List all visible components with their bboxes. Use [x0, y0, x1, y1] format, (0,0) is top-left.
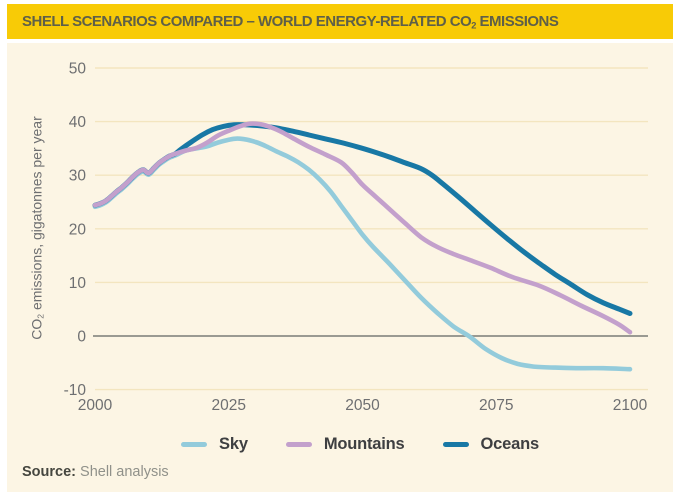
title-banner: SHELL SCENARIOS COMPARED – WORLD ENERGY-…	[7, 4, 673, 39]
legend-label-sky: Sky	[219, 434, 248, 453]
legend-item-mountains: Mountains	[285, 434, 405, 454]
chart-title-subscript: 2	[471, 20, 476, 31]
legend-item-sky: Sky	[181, 435, 248, 454]
oceans-line-swatch-icon	[442, 441, 469, 447]
chart-legend: Sky Mountains Oceans	[7, 431, 673, 457]
y-axis-title-suffix: emissions, gigatonnes per year	[28, 116, 45, 314]
chart-title-text: SHELL SCENARIOS COMPARED – WORLD ENERGY-…	[22, 12, 472, 30]
legend-label-mountains: Mountains	[323, 434, 405, 453]
legend-label-oceans: Oceans	[480, 434, 540, 453]
source-text: Shell analysis	[76, 464, 169, 480]
sky-line-swatch-icon	[181, 441, 208, 447]
y-axis-title-text: CO	[28, 318, 45, 340]
y-axis-title: CO2 emissions, gigatonnes per year	[28, 116, 45, 340]
source-label: Source:	[22, 464, 76, 480]
legend-item-oceans: Oceans	[442, 434, 540, 454]
chart-panel	[7, 43, 673, 492]
source-line: Source: Shell analysis	[22, 464, 169, 480]
chart-title-suffix: EMISSIONS	[475, 12, 559, 30]
chart-title: SHELL SCENARIOS COMPARED – WORLD ENERGY-…	[22, 12, 559, 31]
mountains-line-swatch-icon	[285, 441, 312, 447]
y-axis-title-subscript: 2	[35, 313, 46, 319]
